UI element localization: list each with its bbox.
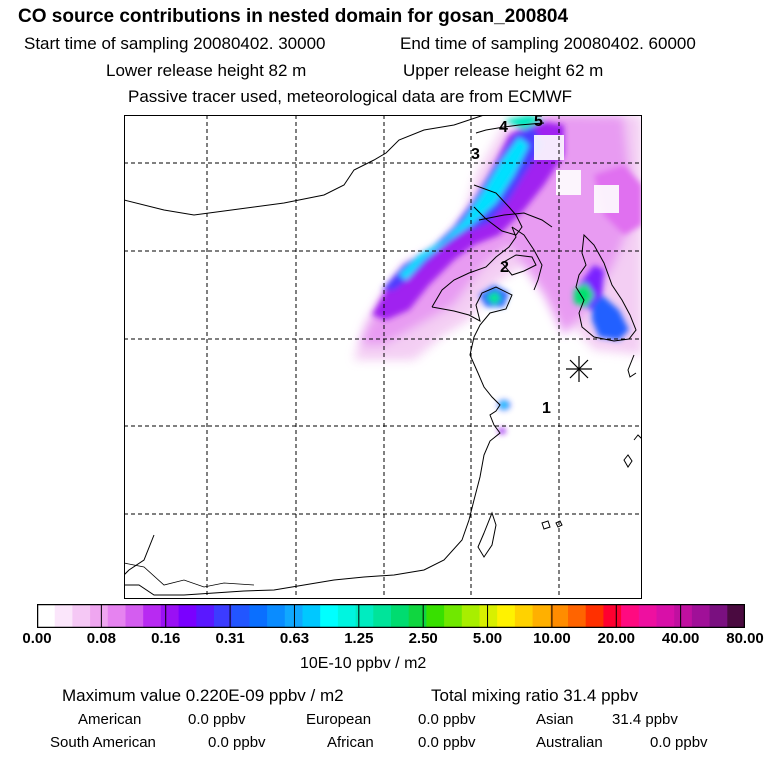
region-value-european: 0.0 ppbv — [418, 711, 476, 728]
region-name-american: American — [78, 711, 142, 728]
colorbar-swatch — [267, 604, 286, 628]
end-time-text: End time of sampling 20080402. 60000 — [400, 34, 696, 53]
colorbar-swatch — [320, 604, 339, 628]
region-label-3: 3 — [471, 146, 480, 163]
colorbar-swatch — [373, 604, 392, 628]
colorbar-swatch — [54, 604, 73, 628]
colorbar-tick-label: 0.08 — [86, 630, 116, 647]
colorbar — [37, 604, 745, 628]
coastlines — [124, 115, 642, 596]
map-frame — [124, 115, 642, 599]
colorbar-swatch — [231, 604, 250, 628]
region-value-south-american: 0.0 ppbv — [208, 734, 266, 751]
colorbar-tick-label: 5.00 — [472, 630, 503, 647]
colorbar-tick-label: 0.16 — [151, 630, 181, 647]
colorbar-swatch — [691, 604, 711, 628]
region-label-2: 2 — [500, 259, 509, 276]
colorbar-tick-label: 0.00 — [22, 630, 52, 647]
colorbar-swatch — [603, 604, 622, 628]
receptor-asterisk-icon — [566, 356, 592, 382]
lat-lon-grid — [124, 115, 642, 599]
colorbar-swatch — [550, 604, 569, 628]
region-label-5: 5 — [534, 115, 543, 130]
region-name-australian: Australian — [536, 734, 603, 751]
colorbar-swatch — [621, 604, 640, 628]
colorbar-swatch — [638, 604, 657, 628]
colorbar-swatch — [444, 604, 463, 628]
colorbar-swatch — [497, 604, 516, 628]
region-label-1: 1 — [542, 400, 551, 417]
colorbar-tick-label: 10.00 — [533, 630, 571, 647]
colorbar-swatch — [90, 604, 109, 628]
colorbar-tick-label: 2.50 — [408, 630, 438, 647]
colorbar-swatch — [72, 604, 91, 628]
colorbar-swatch — [178, 604, 197, 628]
colorbar-swatch — [656, 604, 675, 628]
colorbar-tick-label: 80.00 — [726, 630, 764, 647]
colorbar-swatch — [727, 604, 745, 628]
maximum-value-text: Maximum value 0.220E-09 ppbv / m2 — [62, 686, 344, 705]
lower-release-text: Lower release height 82 m — [106, 61, 307, 80]
colorbar-swatch — [532, 604, 551, 628]
colorbar-swatch — [674, 604, 693, 628]
colorbar-tick-label: 0.63 — [279, 630, 310, 647]
colorbar-swatch — [709, 604, 728, 628]
colorbar-swatch — [284, 604, 303, 628]
colorbar-swatch — [143, 604, 162, 628]
source-contribution-map: 1 2 3 4 5 — [124, 115, 642, 599]
colorbar-swatch — [302, 604, 321, 628]
colorbar-swatch — [214, 604, 233, 628]
colorbar-swatch — [568, 604, 587, 628]
colorbar-swatch — [37, 604, 56, 628]
region-value-african: 0.0 ppbv — [418, 734, 476, 751]
upper-release-text: Upper release height 62 m — [403, 61, 604, 80]
colorbar-tick-label: 1.25 — [344, 630, 374, 647]
region-name-asian: Asian — [536, 711, 574, 728]
colorbar-swatch — [355, 604, 374, 628]
colorbar-swatch — [479, 604, 498, 628]
colorbar-swatch — [514, 604, 534, 628]
region-name-south-american: South American — [50, 734, 156, 751]
colorbar-swatch — [160, 604, 180, 628]
colorbar-units: 10E-10 ppbv / m2 — [300, 655, 427, 672]
plot-title: CO source contributions in nested domain… — [18, 6, 569, 27]
colorbar-swatch — [585, 604, 604, 628]
region-label-4: 4 — [499, 119, 508, 136]
colorbar-swatch — [125, 604, 144, 628]
colorbar-swatch — [461, 604, 480, 628]
colorbar-tick-label: 0.31 — [215, 630, 245, 647]
colorbar-swatch — [196, 604, 215, 628]
tracer-info-text: Passive tracer used, meteorological data… — [128, 87, 573, 106]
colorbar-swatch — [337, 604, 357, 628]
colorbar-swatch — [391, 604, 410, 628]
start-time-text: Start time of sampling 20080402. 30000 — [24, 34, 326, 53]
total-mixing-ratio-text: Total mixing ratio 31.4 ppbv — [431, 686, 638, 705]
colorbar-swatch — [249, 604, 268, 628]
colorbar-tick-label: 20.00 — [597, 630, 636, 647]
colorbar-swatch — [408, 604, 427, 628]
region-name-european: European — [306, 711, 372, 728]
concentration-plume — [354, 115, 642, 434]
colorbar-swatch — [426, 604, 445, 628]
region-value-asian: 31.4 ppbv — [612, 711, 678, 728]
region-name-african: African — [327, 734, 374, 751]
colorbar-swatch — [107, 604, 126, 628]
region-value-american: 0.0 ppbv — [188, 711, 246, 728]
colorbar-tick-label: 40.00 — [661, 630, 700, 647]
region-value-australian: 0.0 ppbv — [650, 734, 708, 751]
